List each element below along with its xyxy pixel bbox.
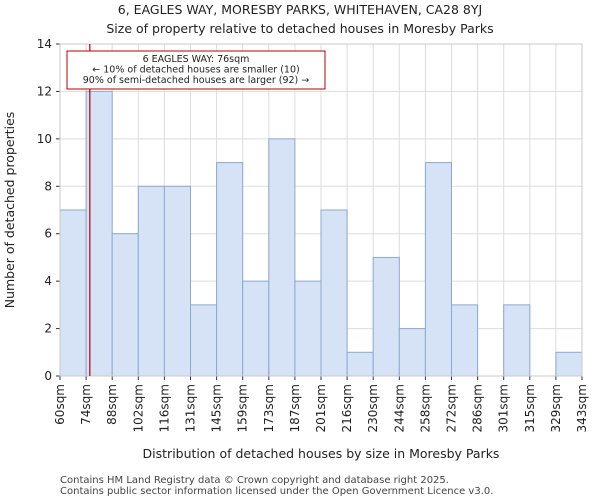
bar-88sqm [111,233,139,377]
annotation-line-3: 90% of semi-detached houses are larger (… [83,75,310,86]
bar-244sqm [398,328,426,377]
chart-title: 6, EAGLES WAY, MORESBY PARKS, WHITEHAVEN… [118,2,482,17]
annotation-line-1: 6 EAGLES WAY: 76sqm [143,54,250,65]
marker-annotation: 6 EAGLES WAY: 76sqm ← 10% of detached ho… [66,50,326,90]
bar-258sqm [424,162,452,377]
x-tick-label: 286sqm [471,384,485,432]
x-axis-label: Distribution of detached houses by size … [143,446,500,461]
y-tick-label: 0 [44,369,52,383]
x-axis-ticks: 60sqm 74sqm 88sqm 102sqm 116sqm 131sqm 145sqm 1… [53,376,589,432]
bar-301sqm [503,304,531,377]
x-tick-label: 187sqm [288,384,302,432]
bar-216sqm [346,351,374,377]
bar-201sqm [320,209,348,377]
footer-line-1: Contains HM Land Registry data © Crown c… [60,475,449,486]
bar-187sqm [294,280,322,377]
x-tick-label: 216sqm [340,384,354,432]
bar-74sqm [85,90,113,377]
x-tick-label: 244sqm [392,384,406,432]
y-tick-label: 10 [37,132,52,146]
bar-116sqm [163,185,191,377]
y-axis-label: Number of detached properties [2,112,17,309]
bar-272sqm [451,304,479,377]
x-tick-label: 272sqm [445,384,459,432]
x-tick-label: 315sqm [523,384,537,432]
bar-145sqm [216,162,244,377]
y-tick-label: 2 [44,322,52,336]
x-tick-label: 343sqm [575,384,589,432]
plot-frame [59,43,583,377]
y-tick-label: 6 [44,227,52,241]
y-axis-ticks: 0 2 4 6 8 10 12 14 [37,37,60,383]
y-tick-label: 12 [37,84,52,98]
x-tick-label: 102sqm [131,384,145,432]
x-tick-label: 201sqm [314,384,328,432]
bars-group [59,90,583,377]
x-tick-label: 301sqm [497,384,511,432]
y-tick-label: 14 [37,37,52,51]
bar-159sqm [242,280,270,377]
x-tick-label: 145sqm [210,384,224,432]
bar-173sqm [268,138,296,377]
annotation-box [66,50,326,90]
chart-subtitle: Size of property relative to detached ho… [106,21,493,36]
bar-230sqm [372,256,400,377]
x-tick-label: 60sqm [53,384,67,425]
bar-102sqm [137,185,165,377]
footer-line-2: Contains public sector information licen… [60,486,493,497]
y-tick-label: 4 [44,274,52,288]
bar-131sqm [190,304,218,377]
x-tick-label: 258sqm [418,384,432,432]
x-tick-label: 88sqm [105,384,119,425]
y-tick-label: 8 [44,179,52,193]
bar-60sqm [59,209,87,377]
annotation-line-2: ← 10% of detached houses are smaller (10… [92,65,299,76]
x-tick-label: 74sqm [79,384,93,425]
x-tick-label: 159sqm [236,384,250,432]
x-tick-label: 131sqm [184,384,198,432]
x-tick-label: 230sqm [366,384,380,432]
x-tick-label: 329sqm [549,384,563,432]
bar-329sqm [555,351,583,377]
x-tick-label: 173sqm [262,384,276,432]
x-tick-label: 116sqm [157,384,171,432]
